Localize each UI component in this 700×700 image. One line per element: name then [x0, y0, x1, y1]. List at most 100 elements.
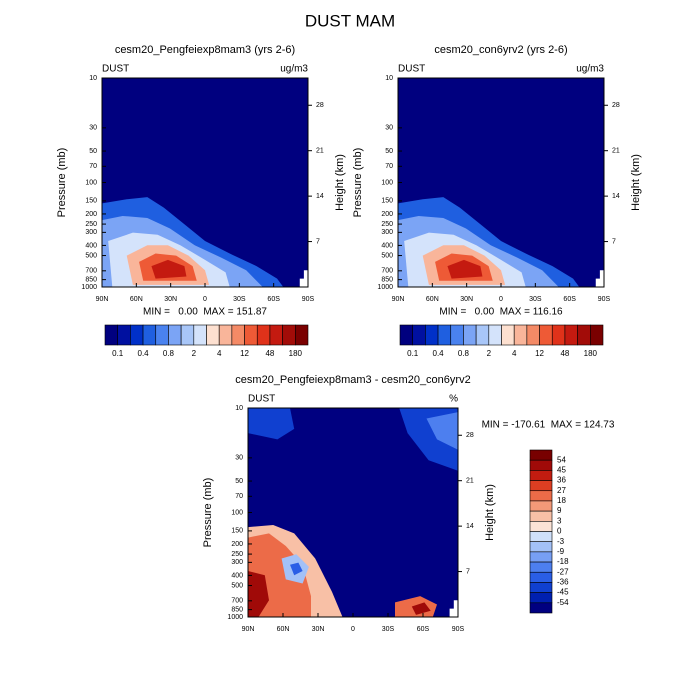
contour-region — [426, 412, 458, 450]
colorbar-label: -27 — [557, 567, 569, 576]
colorbar-label: -36 — [557, 578, 569, 587]
contour-region — [449, 600, 458, 617]
y2-axis-label: Height (km) — [484, 484, 496, 541]
colorbar-label: 45 — [557, 465, 566, 474]
y2-tick-label: 7 — [612, 238, 616, 245]
y-tick-label: 70 — [235, 493, 243, 500]
x-tick-label: 30N — [312, 626, 325, 633]
y2-tick-label: 21 — [466, 478, 474, 485]
y-tick-label: 850 — [381, 276, 393, 283]
units-label: ug/m3 — [576, 64, 604, 75]
y-tick-label: 700 — [85, 268, 97, 275]
y-tick-label: 50 — [235, 478, 243, 485]
x-tick-label: 0 — [203, 296, 207, 303]
contour-region — [248, 571, 269, 617]
y2-tick-label: 21 — [612, 148, 620, 155]
colorbar-box — [463, 324, 477, 346]
y-tick-label: 400 — [381, 242, 393, 249]
x-tick-label: 60S — [563, 296, 576, 303]
colorbar-box — [244, 324, 258, 346]
figure-title: DUST MAM — [305, 11, 395, 30]
panel-title: cesm20_Pengfeiexp8mam3 - cesm20_con6yrv2 — [235, 374, 470, 386]
y-tick-label: 100 — [85, 179, 97, 186]
colorbar-label: 0 — [557, 527, 562, 536]
colorbar-box — [529, 510, 553, 522]
colorbar-box — [529, 480, 553, 492]
x-tick-label: 30S — [233, 296, 246, 303]
contour-region — [447, 259, 483, 279]
contour-region — [290, 562, 303, 576]
y-tick-label: 150 — [231, 528, 243, 535]
colorbar-box — [168, 324, 182, 346]
colorbar-label: 0.8 — [458, 349, 470, 358]
y-tick-label: 700 — [381, 268, 393, 275]
colorbar-box — [513, 324, 528, 346]
y-axis-label: Pressure (mb) — [202, 478, 214, 548]
field-label: DUST — [102, 64, 129, 75]
colorbar-box — [501, 324, 515, 346]
x-tick-label: 90N — [242, 626, 255, 633]
colorbar-box — [529, 531, 553, 542]
colorbar-box — [269, 324, 283, 346]
contour-region — [248, 408, 295, 440]
x-tick-label: 90N — [392, 296, 405, 303]
colorbar-box — [577, 324, 591, 346]
colorbar-label: 0.8 — [163, 349, 175, 358]
x-tick-label: 60S — [417, 626, 430, 633]
colorbar-box — [564, 324, 578, 346]
x-tick-label: 60S — [267, 296, 280, 303]
colorbar-box — [529, 541, 553, 553]
y-tick-label: 400 — [85, 242, 97, 249]
y-tick-label: 30 — [235, 455, 243, 462]
y-tick-label: 250 — [85, 221, 97, 228]
y-tick-label: 300 — [85, 229, 97, 236]
field-label: DUST — [248, 394, 275, 405]
colorbar-label: 3 — [557, 516, 562, 525]
y-tick-label: 1000 — [81, 284, 97, 291]
y-tick-label: 150 — [85, 198, 97, 205]
colorbar-box — [551, 324, 566, 346]
y-tick-label: 700 — [231, 598, 243, 605]
units-label: ug/m3 — [280, 64, 308, 75]
y-tick-label: 250 — [231, 551, 243, 558]
contour-field — [248, 408, 458, 617]
colorbar-box — [104, 324, 118, 346]
y2-tick-label: 7 — [466, 568, 470, 575]
colorbar-box — [529, 459, 553, 471]
stats-label: MIN = -170.61 MAX = 124.73 — [482, 420, 615, 431]
y-tick-label: 500 — [85, 252, 97, 259]
colorbar-box — [295, 324, 309, 346]
colorbar-box — [282, 324, 296, 346]
y-tick-label: 400 — [231, 572, 243, 579]
colorbar-label: -18 — [557, 557, 569, 566]
colorbar-box — [529, 500, 553, 512]
colorbar-box — [529, 470, 553, 481]
y-tick-label: 100 — [381, 179, 393, 186]
colorbar-label: 4 — [217, 349, 222, 358]
colorbar-label: -45 — [557, 588, 569, 597]
colorbar-box — [218, 324, 233, 346]
contour-region — [411, 602, 431, 615]
y-tick-label: 1000 — [377, 284, 393, 291]
y2-axis-label: Height (km) — [334, 154, 346, 211]
colorbar-box — [117, 324, 131, 346]
x-tick-label: 90S — [302, 296, 315, 303]
y-tick-label: 200 — [231, 541, 243, 548]
x-tick-label: 60N — [277, 626, 290, 633]
colorbar-box — [425, 324, 439, 346]
stats-label: MIN = 0.00 MAX = 116.16 — [439, 307, 563, 318]
y-tick-label: 150 — [381, 198, 393, 205]
colorbar-label: 9 — [557, 506, 562, 515]
x-tick-label: 0 — [351, 626, 355, 633]
colorbar-box — [231, 324, 245, 346]
y2-tick-label: 28 — [316, 102, 324, 109]
panel-title: cesm20_Pengfeiexp8mam3 (yrs 2-6) — [115, 44, 295, 56]
y2-tick-label: 21 — [316, 148, 324, 155]
panel-title: cesm20_con6yrv2 (yrs 2-6) — [434, 44, 567, 56]
y-tick-label: 50 — [89, 148, 97, 155]
y-tick-label: 10 — [385, 75, 393, 82]
colorbar-label: 0.1 — [112, 349, 124, 358]
colorbar-label: 12 — [240, 349, 249, 358]
y-axis-label: Pressure (mb) — [56, 148, 68, 218]
y-tick-label: 300 — [381, 229, 393, 236]
